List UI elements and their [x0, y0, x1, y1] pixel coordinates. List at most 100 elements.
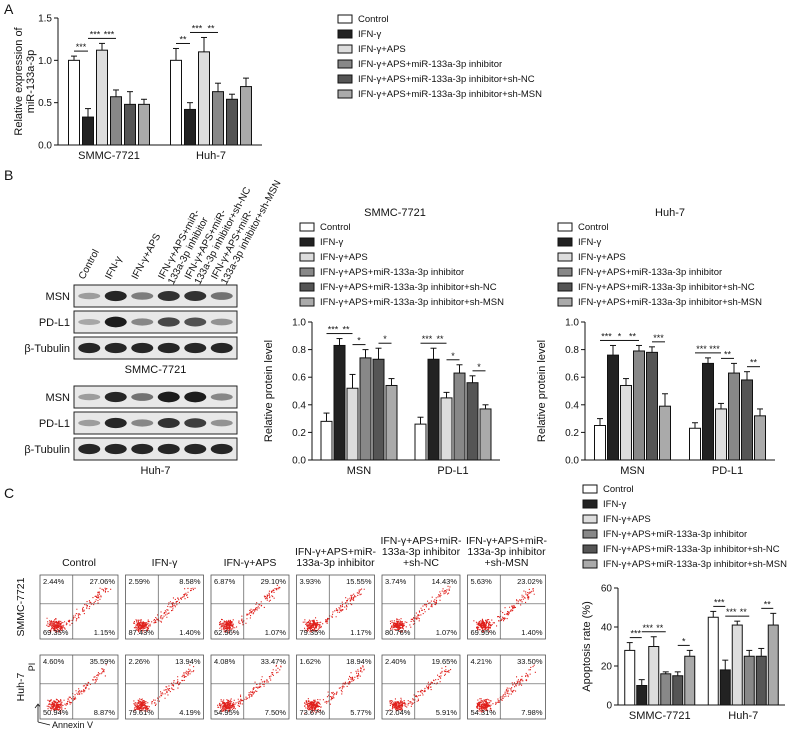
flow-events [46, 587, 112, 633]
blot-strip [73, 336, 238, 360]
flow-column-title: IFN-γ+APS [224, 557, 277, 569]
bar [184, 108, 196, 146]
significance-label: * [682, 636, 686, 646]
quadrant-value: 62.96% [214, 628, 240, 637]
bar [660, 673, 672, 706]
quadrant-value: 54.95% [214, 708, 240, 717]
legend-swatch [557, 297, 573, 307]
x-tick-label: MSN [620, 465, 645, 477]
legend-swatch [582, 544, 598, 554]
bar [320, 420, 333, 461]
bar [427, 358, 440, 461]
x-tick-label: Huh-7 [196, 150, 226, 162]
blot-row-label: MSN [46, 291, 71, 303]
bar [731, 624, 743, 706]
y-tick-label: 1.5 [38, 14, 52, 25]
quadrant-value: 2.26% [129, 657, 151, 666]
flow-column-title-line: IFN-γ+APS+miR- [295, 546, 377, 558]
blot-band [78, 393, 101, 401]
bar [755, 655, 767, 706]
quadrant-value: 80.76% [385, 628, 411, 637]
quadrant-value: 8.87% [94, 708, 116, 717]
quadrant-value: 29.10% [261, 577, 287, 586]
legend-label: Control [603, 484, 634, 495]
legend-label: IFN-γ+APS [578, 252, 626, 263]
chart-title: Huh-7 [655, 207, 685, 219]
blot-band [131, 393, 154, 401]
quadrant-value: 2.44% [43, 577, 65, 586]
y-tick-label: 0.8 [565, 345, 579, 356]
quadrant-value: 13.94% [175, 657, 201, 666]
quadrant-value: 33.47% [261, 657, 287, 666]
blot-band [210, 342, 233, 354]
y-axis-label: Relative expression ofmiR-133a-3p [13, 26, 37, 135]
flow-events [304, 665, 365, 714]
legend-label: IFN-γ [578, 237, 601, 248]
blot-strip [73, 437, 238, 461]
blot-band [78, 318, 101, 326]
bar [138, 103, 150, 146]
flow-events [476, 664, 536, 713]
chart-title: SMMC-7721 [364, 207, 426, 219]
legend-label: IFN-γ [320, 237, 343, 248]
legend-label: IFN-γ+APS+miR-133a-3p inhibitor+sh-NC [320, 282, 497, 293]
legend-label: Control [578, 222, 609, 233]
significance-label: *** [653, 333, 664, 343]
bar [594, 425, 606, 461]
flow-column-title-line: 133a-3p inhibitor [382, 546, 461, 558]
lane-label: IFN-γ [103, 255, 124, 282]
bar [479, 408, 492, 461]
legend-swatch [337, 44, 353, 54]
legend-label: IFN-γ+APS+miR-133a-3p inhibitor+sh-NC [603, 544, 780, 555]
significance-label: * [357, 336, 361, 346]
bar [82, 116, 94, 146]
flow-plot [381, 574, 461, 640]
y-axis-label: Relative protein level [263, 340, 275, 442]
lane-label: Control [77, 248, 102, 282]
flow-column-title: Control [62, 557, 96, 569]
legend-label: IFN-γ+APS+miR-133a-3p inhibitor [358, 59, 502, 70]
blot-band [210, 318, 233, 326]
legend-swatch [557, 282, 573, 292]
bar [659, 405, 671, 461]
bar [743, 655, 755, 706]
blot-cell-line: SMMC-7721 [125, 364, 187, 376]
quadrant-value: 1.62% [300, 657, 322, 666]
blot-cell-line: Huh-7 [141, 465, 171, 477]
legend-label: IFN-γ+APS [358, 44, 406, 55]
bar [68, 59, 80, 146]
quadrant-value: 27.06% [90, 577, 116, 586]
quadrant-value: 5.63% [471, 577, 493, 586]
quadrant-value: 33.50% [517, 657, 543, 666]
legend-swatch [557, 252, 573, 262]
quadrant-value: 50.94% [43, 708, 69, 717]
y-tick-label: 0.5 [38, 98, 52, 109]
legend-label: IFN-γ+APS+miR-133a-3p inhibitor+sh-MSN [358, 89, 542, 100]
blot-band [210, 443, 233, 455]
blot-strip [73, 284, 238, 308]
blot-band [78, 342, 101, 354]
legend-swatch [582, 559, 598, 569]
significance-label: ** [750, 358, 758, 368]
bar [648, 646, 660, 706]
significance-label: ** [724, 349, 732, 359]
blot-band [131, 342, 154, 354]
y-axis-label-line: miR-133a-3p [25, 50, 37, 114]
significance-label: *** [192, 23, 203, 33]
quadrant-value: 54.31% [471, 708, 497, 717]
quadrant-value: 87.43% [129, 628, 155, 637]
flow-events [219, 584, 281, 634]
y-tick-label: 0.4 [565, 400, 579, 411]
bar [767, 624, 779, 706]
quadrant-value: 1.07% [265, 628, 287, 637]
bar [385, 384, 398, 461]
blot-band [104, 342, 127, 354]
blot-band [104, 443, 127, 455]
legend-swatch [337, 29, 353, 39]
y-tick-label: 0.0 [292, 456, 306, 467]
bar [719, 669, 731, 706]
x-tick-label: SMMC-7721 [629, 710, 691, 722]
panel-letter: A [4, 1, 14, 17]
flow-events [46, 664, 107, 713]
